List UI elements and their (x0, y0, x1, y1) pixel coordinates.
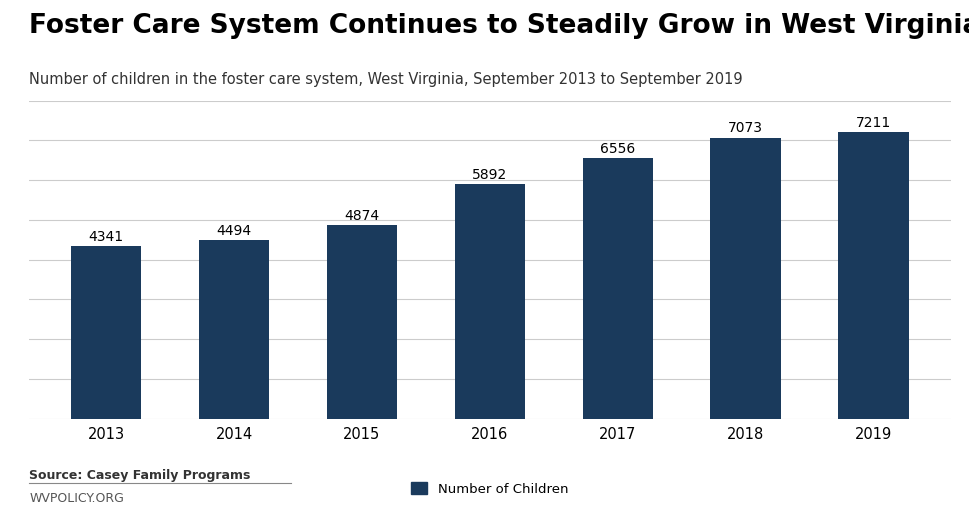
Text: 4494: 4494 (216, 224, 251, 237)
Bar (709, 138, 780, 419)
Text: Foster Care System Continues to Steadily Grow in West Virginia: Foster Care System Continues to Steadily… (29, 13, 969, 39)
Text: 7073: 7073 (728, 121, 763, 135)
Bar (454, 184, 524, 419)
Bar (327, 225, 396, 419)
Text: 5892: 5892 (472, 168, 507, 182)
Bar (582, 158, 652, 419)
Bar (71, 246, 141, 419)
Text: 4341: 4341 (88, 230, 124, 244)
Text: 4874: 4874 (344, 209, 379, 223)
Text: 7211: 7211 (855, 116, 891, 130)
Text: Source: Casey Family Programs: Source: Casey Family Programs (29, 469, 250, 482)
Legend: Number of Children: Number of Children (406, 477, 573, 501)
Text: Number of children in the foster care system, West Virginia, September 2013 to S: Number of children in the foster care sy… (29, 72, 742, 86)
Text: 6556: 6556 (600, 142, 635, 156)
Text: WVPOLICY.ORG: WVPOLICY.ORG (29, 492, 124, 505)
Bar (837, 132, 908, 419)
Bar (199, 240, 269, 419)
